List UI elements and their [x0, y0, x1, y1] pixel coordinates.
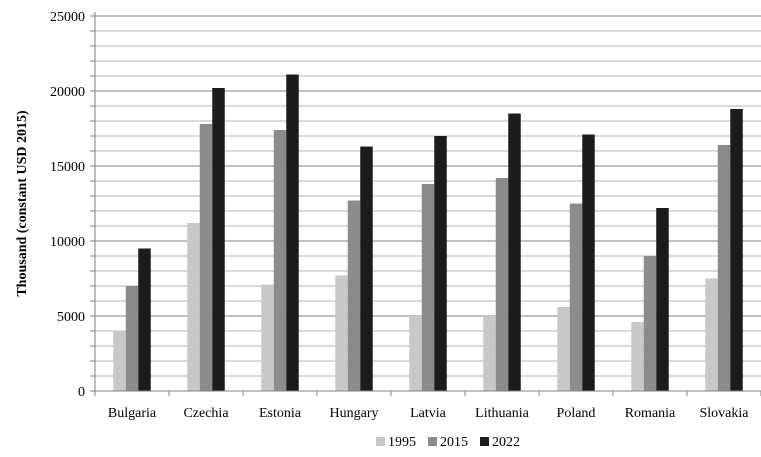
x-tick-label-poland: Poland — [557, 406, 596, 421]
bar-lithuania-1995 — [483, 316, 496, 391]
x-tick-label-hungary: Hungary — [330, 406, 379, 421]
x-tick-label-latvia: Latvia — [410, 406, 447, 421]
legend-item-2015: 2015 — [428, 435, 468, 450]
bar-bulgaria-2022 — [138, 248, 151, 391]
y-tick-label: 25000 — [50, 10, 85, 25]
bar-romania-2015 — [643, 256, 657, 391]
bar-slovakia-1995 — [705, 278, 718, 391]
bar-hungary-1995 — [335, 275, 348, 391]
x-tick-label-bulgaria: Bulgaria — [108, 406, 157, 421]
legend-item-2022: 2022 — [480, 435, 520, 450]
legend-label: 1995 — [388, 435, 416, 450]
legend-swatch — [480, 437, 489, 446]
legend-swatch — [376, 437, 385, 446]
bar-latvia-2015 — [421, 184, 435, 391]
bar-czechia-1995 — [187, 223, 200, 391]
bar-poland-1995 — [557, 307, 570, 391]
y-tick-label: 15000 — [50, 160, 85, 175]
bar-romania-2022 — [656, 208, 669, 391]
legend-item-1995: 1995 — [376, 435, 416, 450]
bar-estonia-1995 — [261, 284, 274, 391]
bar-latvia-1995 — [409, 316, 422, 391]
x-tick-label-slovakia: Slovakia — [700, 406, 750, 421]
bar-romania-1995 — [631, 322, 644, 391]
bar-hungary-2022 — [360, 146, 373, 391]
bar-bulgaria-2015 — [125, 286, 139, 391]
bars — [113, 74, 743, 391]
y-tick-label: 10000 — [50, 235, 85, 250]
legend: 1995 2015 2022 — [376, 435, 520, 450]
bar-slovakia-2022 — [730, 109, 743, 391]
legend-label: 2015 — [440, 435, 468, 450]
y-tick-label: 20000 — [50, 85, 85, 100]
legend-label: 2022 — [492, 435, 520, 450]
y-axis-label: Thousand (constant USD 2015) — [15, 110, 30, 297]
x-tick-label-lithuania: Lithuania — [475, 406, 529, 421]
bar-lithuania-2022 — [508, 113, 521, 391]
bar-poland-2022 — [582, 134, 595, 391]
bar-poland-2015 — [569, 203, 583, 391]
y-tick-label: 0 — [78, 385, 85, 400]
y-tick-labels: 0 5000 10000 15000 20000 25000 — [50, 10, 85, 400]
bar-czechia-2015 — [199, 124, 213, 391]
bar-lithuania-2015 — [495, 178, 509, 391]
x-tick-label-czechia: Czechia — [183, 406, 229, 421]
bar-estonia-2015 — [273, 130, 287, 391]
x-tick-labels: Bulgaria Czechia Estonia Hungary Latvia Lithu… — [108, 406, 749, 421]
y-tick-label: 5000 — [57, 310, 85, 325]
bar-latvia-2022 — [434, 136, 447, 391]
bar-hungary-2015 — [347, 200, 361, 391]
bar-slovakia-2015 — [717, 145, 731, 391]
bar-bulgaria-1995 — [113, 331, 126, 391]
legend-swatch — [428, 437, 437, 446]
axes — [90, 12, 761, 396]
x-tick-label-romania: Romania — [625, 406, 676, 421]
bar-czechia-2022 — [212, 88, 225, 391]
bar-estonia-2022 — [286, 74, 299, 391]
x-tick-label-estonia: Estonia — [259, 406, 302, 421]
